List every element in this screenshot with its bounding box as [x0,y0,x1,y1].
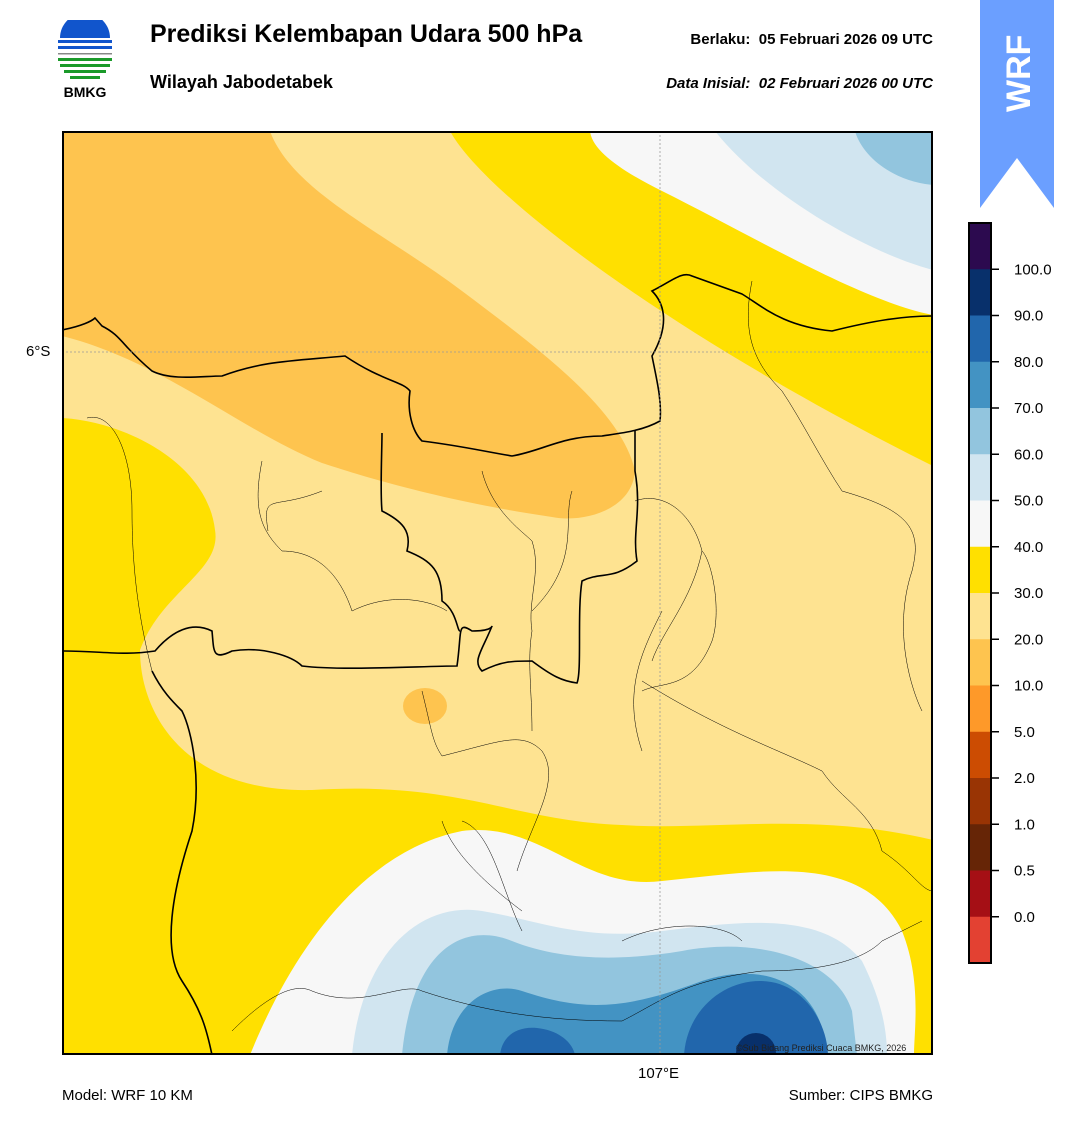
colorbar-segment [969,916,991,964]
fill-50-60-ne [716,133,931,270]
chart-title: Prediksi Kelembapan Udara 500 hPa [150,20,583,48]
colorbar-segment [969,639,991,686]
colorbar-tick-label: 0.0 [1014,909,1035,926]
colorbar-segment [969,824,991,871]
fill-60-70-ne [855,133,931,185]
fill-10-20-small [403,688,447,724]
humidity-map [62,131,933,1055]
colorbar-tick-label: 50.0 [1014,493,1043,510]
colorbar-tick-label: 20.0 [1014,631,1043,648]
colorbar-segment [969,500,991,548]
colorbar-tick-label: 2.0 [1014,770,1035,787]
fill-90-100 [736,1033,776,1053]
colorbar-tick-label: 5.0 [1014,724,1035,741]
colorbar-tick-label: 60.0 [1014,446,1043,463]
province-border [64,431,639,1053]
colorbar-tick-label: 30.0 [1014,585,1043,602]
fill-80-90-b [684,981,828,1053]
colorbar-segment [969,361,991,409]
colorbar-tick-label: 40.0 [1014,539,1043,556]
colorbar-segment [969,269,991,316]
colorbar-tick-label: 90.0 [1014,308,1043,325]
colorbar-segment [969,223,991,270]
chart-subtitle: Wilayah Jabodetabek [150,72,333,92]
initial-time: Data Inisial: 02 Februari 2026 00 UTC [666,75,933,92]
lat-label: 6°S [26,343,51,360]
colorbar-segment [969,685,991,733]
source-label: Sumber: CIPS BMKG [788,1087,933,1104]
fill-10-20 [64,133,635,519]
colorbar-segment [969,593,991,640]
colorbar-segment [969,731,991,779]
colorbar-tick-label: 70.0 [1014,400,1043,417]
bmkg-logo [52,13,118,100]
colorbar-tick-label: 0.5 [1014,863,1035,880]
colorbar-tick-label: 80.0 [1014,354,1043,371]
copyright: ©Sub Bidang Prediksi Cuaca BMKG, 2026 [736,1043,907,1053]
colorbar-segment [969,408,991,455]
valid-time: Berlaku: 05 Februari 2026 09 UTC [690,31,933,48]
colorbar-segment [969,315,991,363]
colorbar: 100.0 90.0 80.0 70.0 60.0 50.0 40.0 30.0 20.0 10.… [968,222,1052,964]
wrf-badge: WRF [980,0,1054,208]
model-label: Model: WRF 10 KM [62,1087,193,1104]
fill-80-90-a [500,1027,575,1053]
colorbar-segment [969,870,991,918]
colorbar-segment [969,778,991,825]
coastline [64,273,931,457]
logo-text: BMKG [63,84,107,100]
colorbar-tick-label: 100.0 [1014,261,1052,278]
colorbar-segment [969,454,991,501]
lon-label: 107°E [638,1065,680,1082]
colorbar-segment [969,546,991,594]
colorbar-tick-label: 10.0 [1014,678,1043,695]
wrf-badge-text: WRF [1000,35,1038,112]
colorbar-tick-label: 1.0 [1014,816,1035,833]
